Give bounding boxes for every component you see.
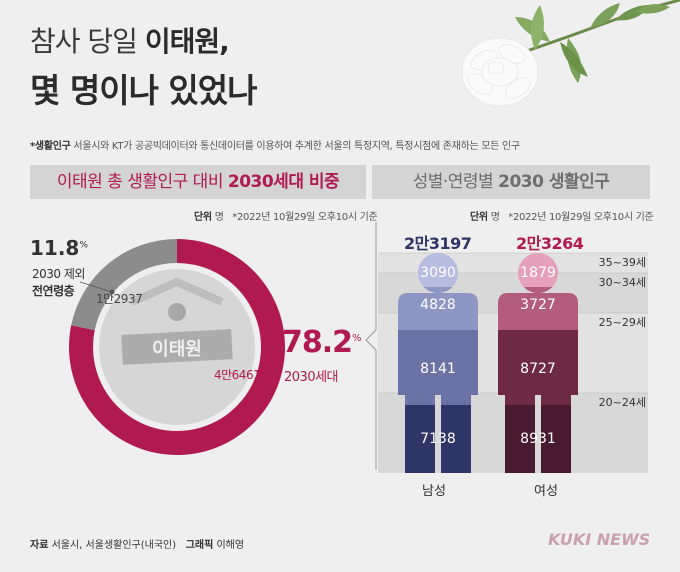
female-value-label: 8931 xyxy=(520,431,556,447)
included-percent-sign: % xyxy=(352,333,361,344)
donut-chart: 이태원 xyxy=(69,239,285,455)
left-unit-label: 단위 xyxy=(194,212,212,223)
right-basis: *2022년 10월29일 오후10시 기준 xyxy=(508,212,654,223)
female-label: 여성 xyxy=(534,484,558,499)
female-value-label: 8727 xyxy=(520,361,556,377)
female-segment-25~29세 xyxy=(498,330,578,405)
female-value-label: 3727 xyxy=(520,297,556,313)
left-unit: 명 xyxy=(214,212,224,223)
age-group-label: 20~24세 xyxy=(599,396,646,409)
donut-slice-excluded xyxy=(71,239,177,331)
left-panel-banner: 이태원 총 생활인구 대비 2030세대 비중 xyxy=(30,165,366,199)
left-banner-bold: 2030세대 비중 xyxy=(227,172,340,192)
donut-center-text: 이태원 xyxy=(152,339,202,360)
note-term: *생활인구 xyxy=(30,141,71,152)
male-total: 2만3197 xyxy=(404,234,472,253)
excluded-value-label: 1만2937 xyxy=(96,292,143,306)
note-text: 서울시와 KT가 공공빅데이터와 통신데이터를 이용하여 추계한 서울의 특정지… xyxy=(70,141,520,152)
female-segment-30~34세 xyxy=(498,287,578,330)
female-value-label: 1879 xyxy=(520,265,556,281)
page-title-line2: 몇 명이나 있었나 xyxy=(30,71,257,110)
definition-note: *생활인구 서울시와 KT가 공공빅데이터와 통신데이터를 이용하여 추계한 서… xyxy=(30,137,520,152)
excluded-percent-sign: % xyxy=(79,240,88,251)
donut-center-photo: 이태원 xyxy=(99,269,255,425)
page-title-line1: 참사 당일 이태원, xyxy=(30,20,230,60)
age-group-label: 30~34세 xyxy=(599,276,646,289)
excluded-percent: 11.8% xyxy=(30,236,88,260)
left-basis: *2022년 10월29일 오후10시 기준 xyxy=(232,212,378,223)
male-value-label: 8141 xyxy=(420,361,456,377)
male-value-label: 3090 xyxy=(420,265,456,281)
female-total: 2만3264 xyxy=(516,234,584,253)
title-line1-pre: 참사 당일 xyxy=(30,25,145,58)
male-label: 남성 xyxy=(422,484,446,499)
right-unit: 명 xyxy=(490,212,500,223)
chrysanthemum-decoration xyxy=(461,0,680,107)
right-banner-bold: 2030 생활인구 xyxy=(498,172,610,192)
age-group-label: 35~39세 xyxy=(599,256,646,269)
right-unit-note: 단위 명 *2022년 10월29일 오후10시 기준 xyxy=(470,208,654,223)
left-banner-pre: 이태원 총 생활인구 대비 xyxy=(56,172,228,192)
right-banner-pre: 성별·연령별 xyxy=(412,172,499,192)
male-value-label: 7138 xyxy=(420,431,456,447)
excluded-label-line2: 전연령층 xyxy=(32,284,75,298)
included-percent: 78.2% xyxy=(282,325,361,360)
source-credit: 자료 서울시, 서울생활인구(내국인) 그래픽 이해영 xyxy=(30,540,245,551)
left-unit-note: 단위 명 *2022년 10월29일 오후10시 기준 xyxy=(194,208,378,223)
right-panel-banner: 성별·연령별 2030 생활인구 xyxy=(372,165,650,199)
age-group-label: 25~29세 xyxy=(599,316,646,329)
brand-logo: KUKI NEWS xyxy=(548,530,651,549)
male-segment-30~34세 xyxy=(398,287,478,330)
male-segment-25~29세 xyxy=(398,330,478,405)
title-line1-bold: 이태원, xyxy=(144,25,230,58)
included-label: 2030세대 xyxy=(284,370,339,385)
male-value-label: 4828 xyxy=(420,297,456,313)
excluded-percent-value: 11.8 xyxy=(30,236,80,260)
right-unit-label: 단위 xyxy=(470,212,488,223)
excluded-label-line1: 2030 제외 xyxy=(32,267,85,281)
pictogram-chart: 35~39세 30~34세 25~29세 20~24세 3090 4828 8141 7138… xyxy=(378,252,648,473)
included-value-label: 4만6461 xyxy=(214,368,261,382)
included-percent-value: 78.2 xyxy=(282,325,353,360)
